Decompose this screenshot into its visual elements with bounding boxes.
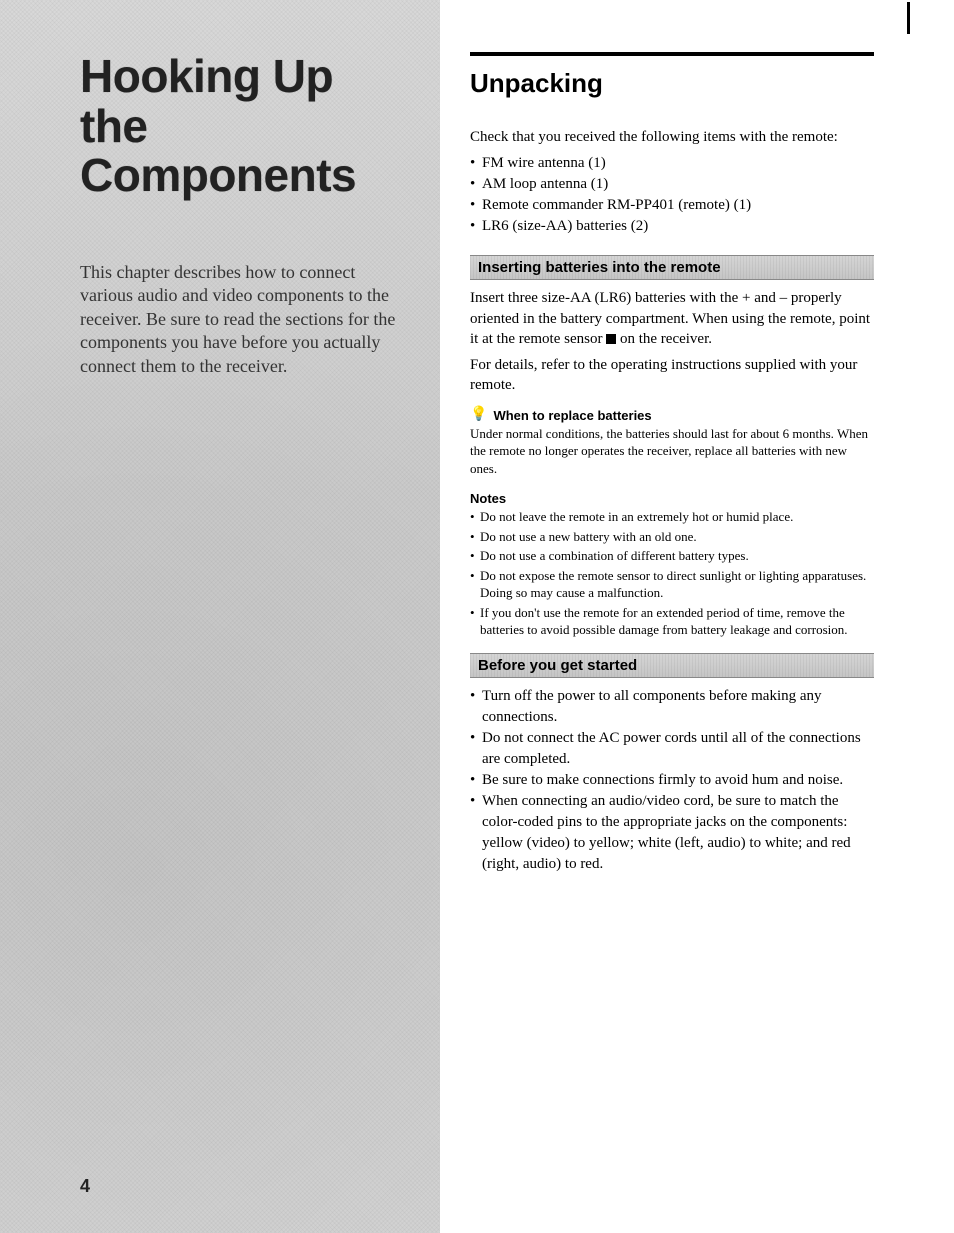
check-list-item: FM wire antenna (1) (470, 153, 874, 174)
chapter-title-line: Components (80, 151, 400, 201)
notes-list-item: Do not use a new battery with an old one… (470, 528, 874, 546)
subhead-inserting-batteries: Inserting batteries into the remote (470, 255, 874, 280)
chapter-title-line: the (80, 102, 400, 152)
notes-list-item: Do not use a combination of different ba… (470, 547, 874, 565)
chapter-intro: This chapter describes how to connect va… (80, 261, 400, 378)
chapter-title-line: Hooking Up (80, 52, 400, 102)
check-list-item: AM loop antenna (1) (470, 174, 874, 195)
notes-heading: Notes (470, 491, 874, 506)
page-edge-mark (907, 2, 910, 34)
before-start-item: Do not connect the AC power cords until … (470, 728, 874, 770)
section-rule (470, 52, 874, 56)
insert-body-1b: on the receiver. (616, 331, 712, 347)
tip-row: 💡 When to replace batteries (470, 408, 874, 423)
insert-body-2: For details, refer to the operating inst… (470, 355, 874, 396)
subhead-before-start: Before you get started (470, 653, 874, 678)
page-number: 4 (80, 1176, 90, 1197)
before-start-list: Turn off the power to all components bef… (470, 686, 874, 875)
tip-body: Under normal conditions, the batteries s… (470, 425, 874, 478)
notes-list-item: If you don't use the remote for an exten… (470, 604, 874, 639)
before-start-item: When connecting an audio/video cord, be … (470, 791, 874, 875)
check-list-item: Remote commander RM-PP401 (remote) (1) (470, 195, 874, 216)
section-heading-unpacking: Unpacking (470, 68, 874, 99)
before-start-item: Be sure to make connections firmly to av… (470, 770, 874, 791)
insert-body-1: Insert three size-AA (LR6) batteries wit… (470, 288, 874, 349)
content-column: Unpacking Check that you received the fo… (440, 0, 954, 1233)
check-intro: Check that you received the following it… (470, 127, 874, 147)
notes-list-item: Do not expose the remote sensor to direc… (470, 567, 874, 602)
tip-label: When to replace batteries (493, 408, 651, 423)
notes-list-item: Do not leave the remote in an extremely … (470, 508, 874, 526)
remote-sensor-icon (606, 334, 616, 344)
chapter-sidebar: Hooking Up the Components This chapter d… (0, 0, 440, 1233)
check-list-item: LR6 (size-AA) batteries (2) (470, 216, 874, 237)
tip-icon: 💡 (470, 408, 487, 422)
check-list: FM wire antenna (1)AM loop antenna (1)Re… (470, 153, 874, 237)
before-start-item: Turn off the power to all components bef… (470, 686, 874, 728)
chapter-title: Hooking Up the Components (80, 52, 400, 201)
notes-list: Do not leave the remote in an extremely … (470, 508, 874, 639)
